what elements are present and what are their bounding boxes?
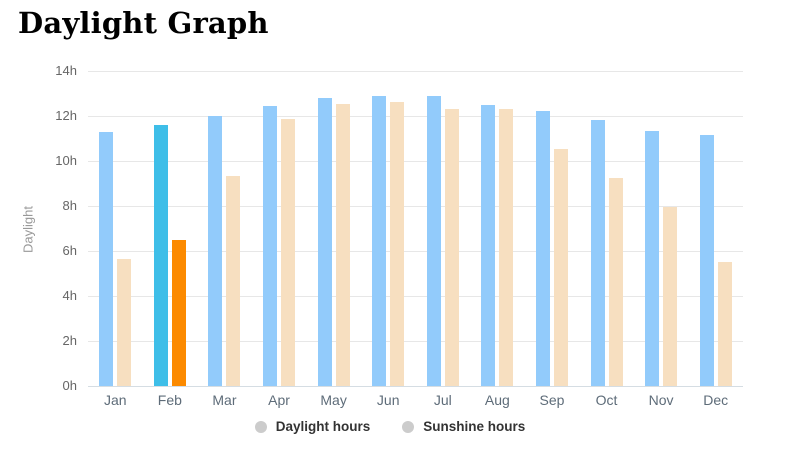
bar-sunshine-hours-aug[interactable] [499, 109, 513, 386]
gridline [88, 341, 743, 342]
bar-sunshine-hours-nov[interactable] [663, 207, 677, 386]
y-tick-label: 10h [55, 153, 77, 168]
x-tick-label-sep: Sep [539, 392, 565, 408]
bar-sunshine-hours-jun[interactable] [390, 102, 404, 386]
gridline [88, 116, 743, 117]
legend-label-sunshine-hours: Sunshine hours [423, 419, 526, 434]
x-tick-label-oct: Oct [595, 392, 618, 408]
gridline [88, 206, 743, 207]
y-tick-label: 12h [55, 108, 77, 123]
bar-daylight-hours-jul[interactable] [427, 96, 441, 386]
gridline [88, 71, 743, 72]
bar-daylight-hours-jun[interactable] [372, 96, 386, 386]
bar-sunshine-hours-oct[interactable] [609, 178, 623, 386]
y-tick-label: 8h [62, 198, 77, 213]
bar-daylight-hours-may[interactable] [318, 98, 332, 386]
x-tick-label-may: May [320, 392, 347, 408]
x-tick-label-feb: Feb [157, 392, 182, 408]
y-tick-label: 14h [55, 63, 77, 78]
x-tick-label-nov: Nov [648, 392, 674, 408]
bar-sunshine-hours-sep[interactable] [554, 149, 568, 386]
legend-item-daylight-hours[interactable]: Daylight hours [254, 419, 371, 434]
x-tick-label-jun: Jun [376, 392, 400, 408]
x-tick-label-dec: Dec [703, 392, 729, 408]
bar-sunshine-hours-jan[interactable] [117, 259, 131, 386]
legend: Daylight hours Sunshine hours [0, 419, 780, 434]
bar-daylight-hours-dec[interactable] [700, 135, 714, 386]
x-axis-line [88, 386, 743, 387]
bar-daylight-hours-mar[interactable] [208, 116, 222, 386]
legend-item-sunshine-hours[interactable]: Sunshine hours [402, 419, 525, 434]
bar-sunshine-hours-dec[interactable] [718, 262, 732, 386]
bar-daylight-hours-sep[interactable] [536, 111, 550, 386]
x-tick-label-aug: Aug [484, 392, 510, 408]
gridline [88, 296, 743, 297]
bar-sunshine-hours-apr[interactable] [281, 119, 295, 386]
legend-label-daylight-hours: Daylight hours [275, 419, 371, 434]
bar-daylight-hours-apr[interactable] [263, 106, 277, 386]
legend-marker-icon [402, 420, 415, 433]
x-tick-label-apr: Apr [268, 392, 290, 408]
y-tick-label: 6h [62, 243, 77, 258]
y-tick-label: 2h [62, 333, 77, 348]
x-tick-label-jul: Jul [433, 392, 452, 408]
x-tick-label-mar: Mar [212, 392, 237, 408]
bar-daylight-hours-nov[interactable] [645, 131, 659, 386]
bar-sunshine-hours-mar[interactable] [226, 176, 240, 386]
bar-sunshine-hours-jul[interactable] [445, 109, 459, 386]
gridline [88, 251, 743, 252]
y-tick-label: 0h [62, 378, 77, 393]
gridline [88, 161, 743, 162]
legend-marker-icon [254, 420, 267, 433]
x-tick-label-jan: Jan [104, 392, 127, 408]
y-tick-label: 4h [62, 288, 77, 303]
bar-daylight-hours-feb[interactable] [154, 125, 168, 386]
bar-daylight-hours-oct[interactable] [591, 120, 605, 386]
bar-daylight-hours-aug[interactable] [481, 105, 495, 386]
bar-sunshine-hours-feb[interactable] [172, 240, 186, 386]
bar-sunshine-hours-may[interactable] [336, 104, 350, 386]
bar-daylight-hours-jan[interactable] [99, 132, 113, 386]
y-axis-title: Daylight [20, 206, 36, 253]
page-title: Daylight Graph [18, 6, 269, 40]
